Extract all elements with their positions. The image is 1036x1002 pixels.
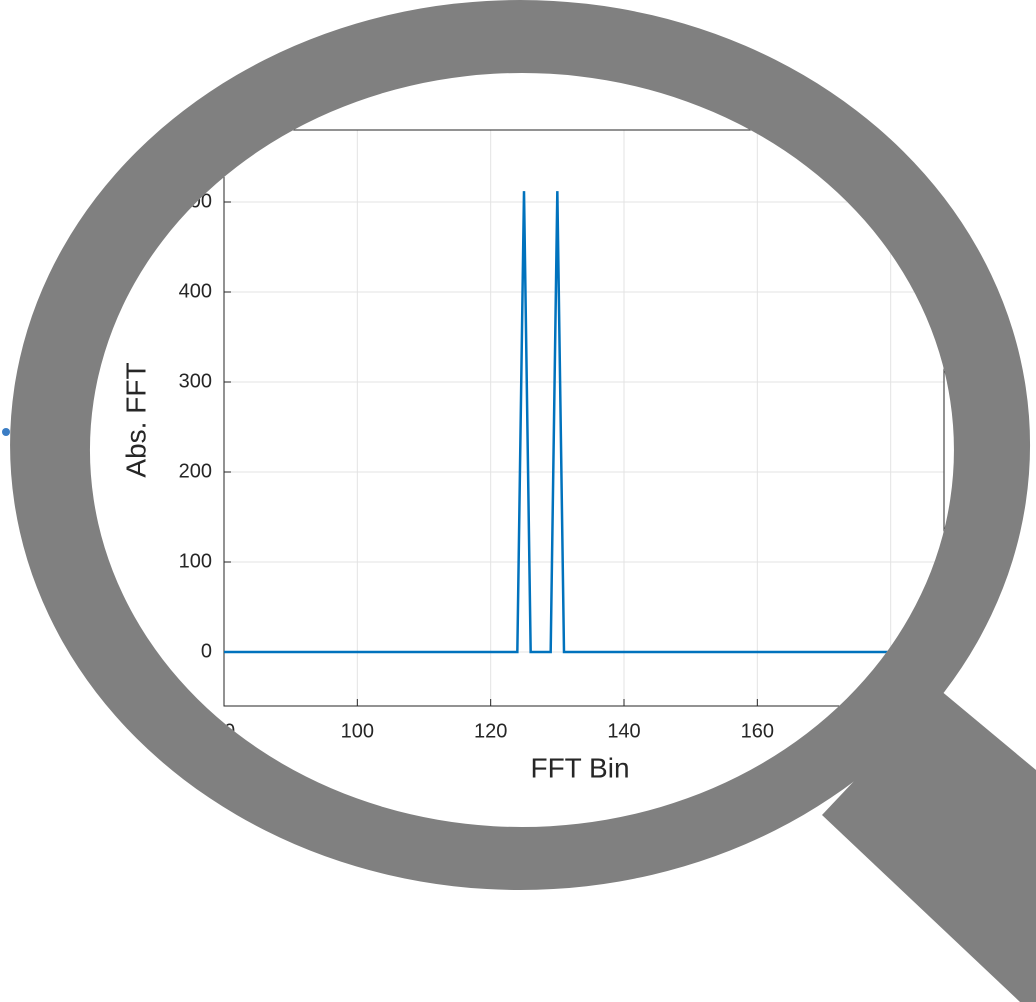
dot <box>2 428 10 436</box>
marks <box>223 191 892 706</box>
chart: FFT Bin Abs. FFT 80100120140160180010020… <box>120 129 945 783</box>
y-tick-label: 200 <box>179 460 212 482</box>
y-tick-label: 100 <box>179 550 212 572</box>
plot-area <box>224 130 944 706</box>
handle <box>822 690 1036 1002</box>
y-tick-label: 300 <box>179 370 212 392</box>
axes-box <box>223 129 945 707</box>
data-line <box>224 191 891 654</box>
x-tick-label: 100 <box>341 720 374 742</box>
x-tick-label: 140 <box>607 720 640 742</box>
y-tick-label: 0 <box>201 640 212 662</box>
y-tick-label: 400 <box>179 280 212 302</box>
y-axis-label: Abs. FFT <box>120 362 151 477</box>
x-tick-label: 120 <box>474 720 507 742</box>
x-tick-label: 160 <box>741 720 774 742</box>
x-axis-label: FFT Bin <box>530 752 629 783</box>
